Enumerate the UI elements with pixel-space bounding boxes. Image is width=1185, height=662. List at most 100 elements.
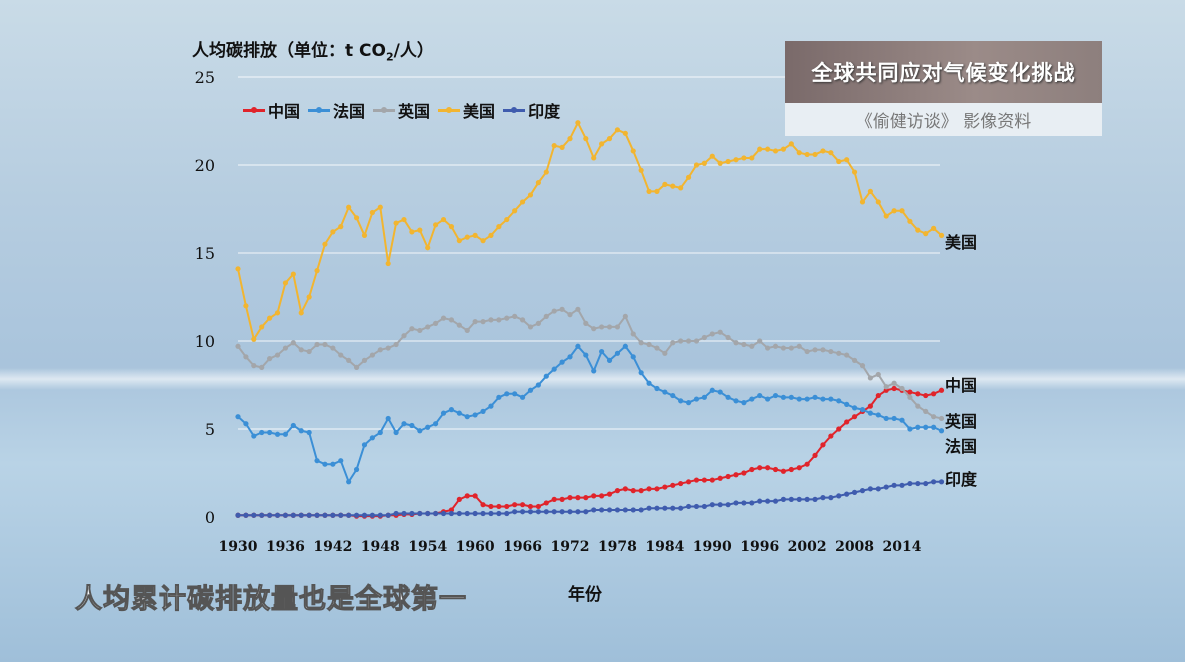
data-point — [765, 345, 771, 351]
data-point — [448, 224, 455, 230]
data-point — [575, 120, 581, 126]
data-point — [504, 503, 510, 510]
badge-title: 全球共同应对气候变化挑战 — [785, 41, 1102, 103]
data-point — [543, 509, 549, 515]
data-point — [867, 403, 873, 409]
legend-item: 法国 — [308, 98, 365, 122]
y-axis-title-sub: 2 — [385, 50, 394, 64]
data-point — [931, 424, 937, 430]
data-point — [828, 433, 834, 439]
data-point — [638, 507, 644, 513]
data-point — [274, 431, 281, 437]
data-point — [282, 280, 289, 286]
data-point — [844, 352, 850, 358]
data-point — [717, 329, 723, 335]
data-point — [409, 422, 415, 429]
data-point — [804, 348, 810, 355]
data-point — [393, 220, 399, 226]
data-point — [338, 352, 344, 358]
data-point — [440, 410, 447, 416]
data-point — [749, 343, 755, 349]
data-point — [709, 387, 715, 393]
data-point — [401, 421, 407, 427]
data-point — [670, 482, 676, 488]
series-中国 — [235, 385, 945, 519]
data-point — [938, 428, 945, 434]
data-point — [496, 510, 502, 517]
data-point — [923, 231, 929, 237]
data-point — [575, 509, 581, 515]
data-point — [472, 493, 478, 499]
data-point — [844, 491, 850, 497]
data-point — [251, 336, 257, 342]
data-point — [330, 512, 336, 518]
data-point — [512, 509, 518, 515]
data-point — [772, 466, 779, 473]
data-point — [804, 151, 810, 158]
legend-swatch — [438, 106, 461, 113]
data-point — [235, 414, 241, 420]
data-point — [543, 373, 549, 379]
data-point — [614, 488, 621, 494]
legend-label: 中国 — [268, 102, 301, 121]
data-point — [812, 496, 818, 502]
data-point — [551, 143, 557, 149]
data-point — [369, 435, 375, 441]
data-point — [567, 354, 573, 360]
data-point — [480, 502, 486, 508]
data-point — [290, 271, 296, 277]
data-point — [456, 510, 462, 517]
data-point — [859, 488, 866, 494]
data-point — [741, 500, 747, 506]
y-tick-label: 5 — [205, 420, 215, 439]
data-point — [512, 313, 518, 319]
x-tick-label: 1972 — [551, 539, 590, 555]
data-point — [804, 496, 810, 502]
data-point — [828, 396, 834, 402]
data-point — [543, 313, 549, 319]
data-point — [401, 510, 407, 517]
data-point — [741, 470, 747, 476]
data-point — [298, 347, 304, 353]
data-point — [812, 452, 818, 458]
data-point — [812, 347, 818, 353]
data-point — [330, 461, 336, 467]
data-point — [504, 315, 510, 321]
y-tick-label: 25 — [195, 68, 215, 87]
data-point — [923, 392, 929, 399]
series-美国 — [235, 120, 945, 342]
y-tick-label: 20 — [195, 156, 215, 175]
series-印度 — [235, 479, 945, 518]
data-point — [575, 495, 581, 501]
data-point — [883, 415, 889, 422]
data-point — [772, 498, 779, 504]
data-point — [670, 183, 676, 189]
data-point — [440, 315, 447, 321]
x-axis-title: 年份 — [568, 585, 602, 605]
data-point — [425, 510, 431, 517]
data-point — [725, 473, 731, 480]
data-point — [306, 429, 312, 436]
data-point — [788, 496, 794, 502]
data-point — [480, 510, 486, 517]
data-point — [780, 146, 787, 152]
data-point — [796, 465, 802, 471]
data-point — [654, 188, 660, 194]
data-point — [875, 199, 881, 205]
data-point — [638, 167, 644, 173]
data-point — [504, 391, 510, 397]
data-point — [836, 350, 842, 356]
data-point — [259, 364, 265, 370]
data-point — [788, 141, 794, 147]
data-point — [448, 407, 455, 413]
data-point — [709, 153, 715, 159]
light-streak — [0, 368, 1185, 390]
data-point — [780, 496, 787, 502]
data-point — [472, 232, 478, 238]
data-point — [472, 412, 478, 418]
x-tick-label: 1966 — [503, 539, 542, 555]
data-point — [409, 326, 415, 332]
data-point — [322, 461, 328, 467]
x-tick-label: 2014 — [883, 539, 922, 555]
data-point — [820, 148, 826, 154]
